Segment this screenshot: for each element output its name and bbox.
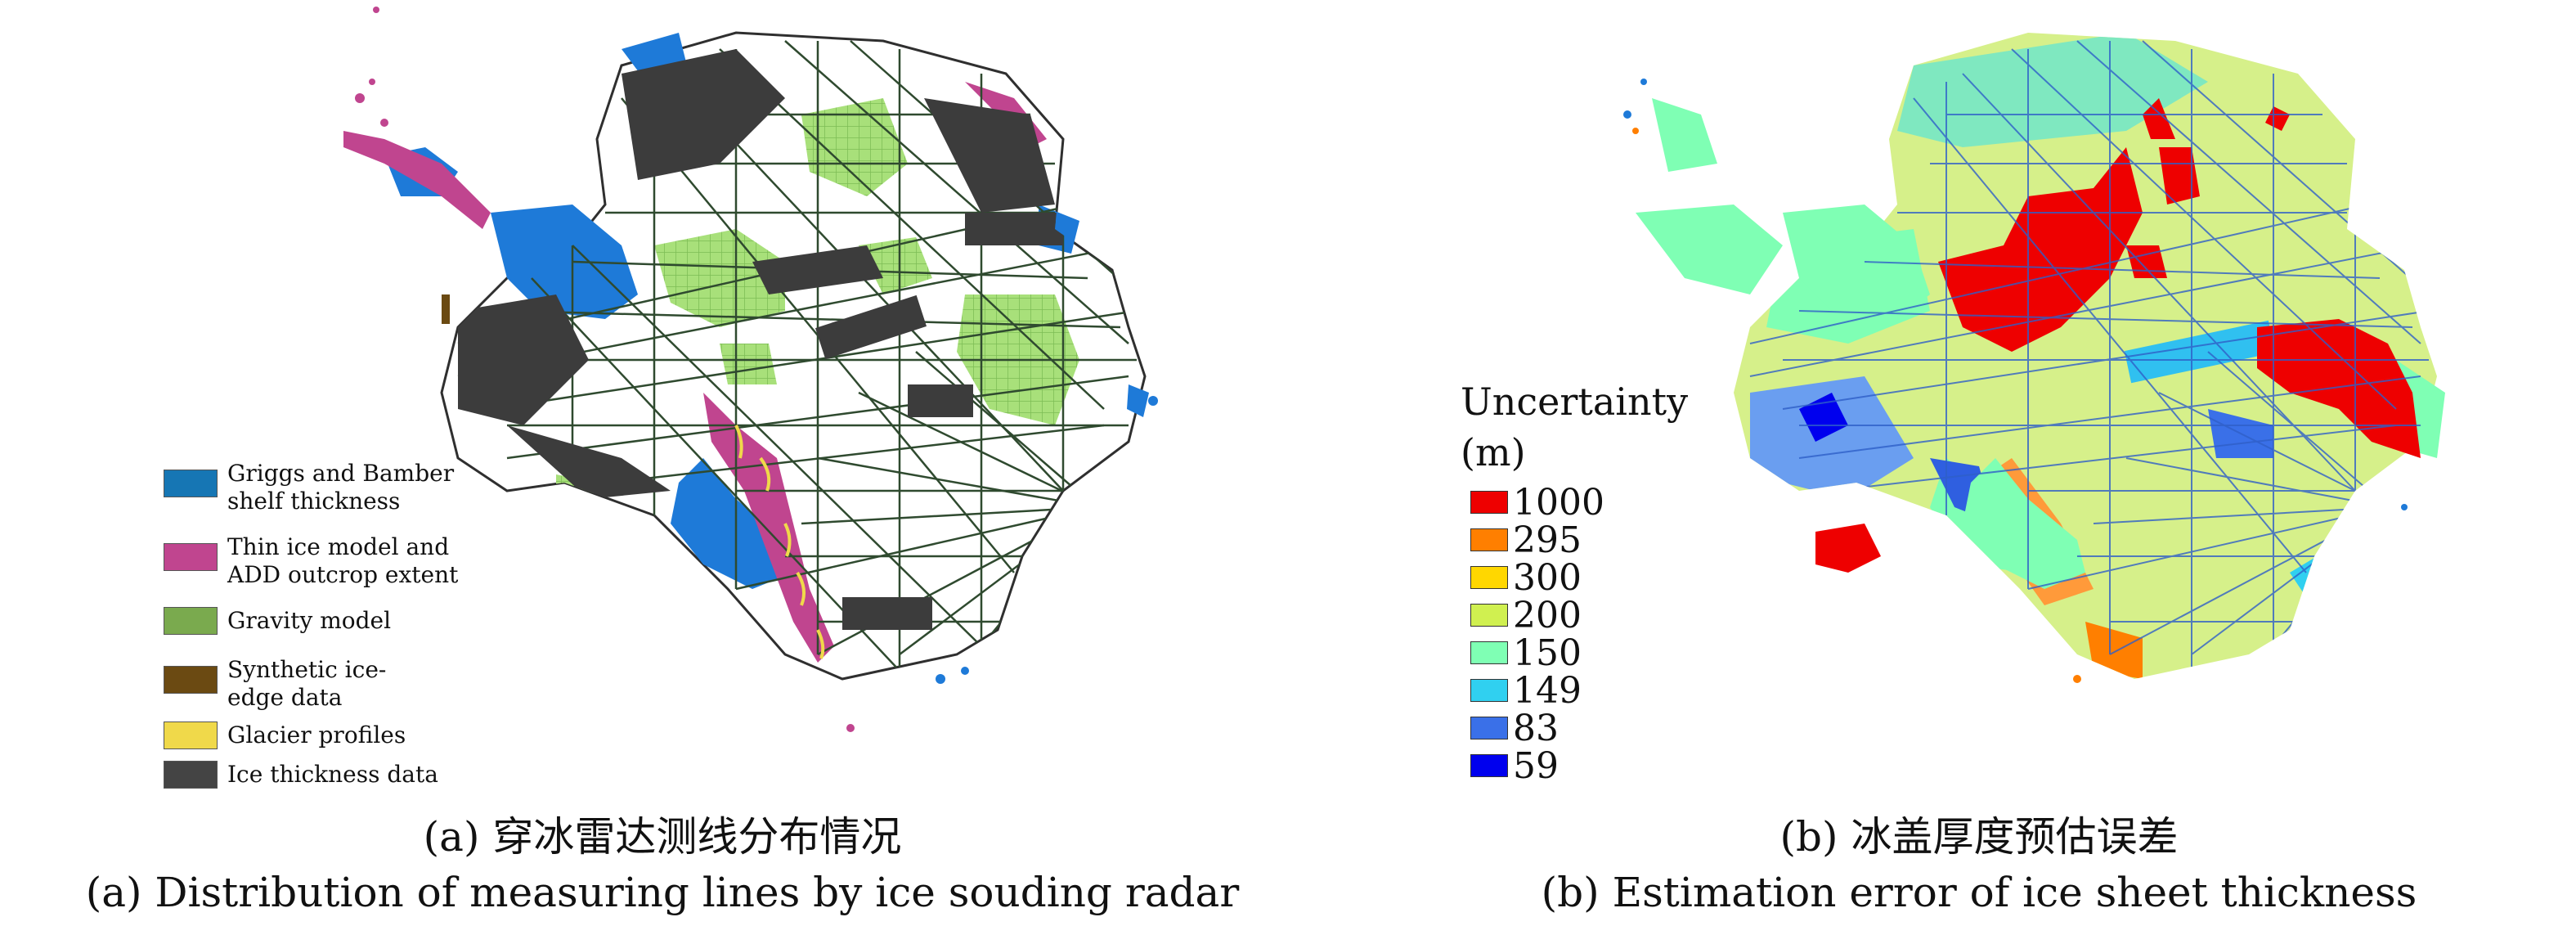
legend-b-label: 200	[1513, 595, 1582, 636]
ross-shelf-b	[1783, 205, 1930, 319]
legend-a-label: Thin ice model and ADD outcrop extent	[227, 533, 459, 588]
legend-b-label: 83	[1513, 708, 1559, 749]
legend-b-item: 150	[1470, 635, 1683, 672]
ice-thickness-blocks-a	[458, 49, 1063, 630]
magenta-coast-a1	[343, 131, 491, 229]
island-specks-orange-b	[1632, 128, 2081, 683]
legend-b-item: 149	[1470, 672, 1683, 710]
brown-swatch	[164, 666, 218, 694]
green-swatch	[164, 607, 218, 635]
coast-shelf-b1	[1636, 205, 1783, 294]
legend-b-label: 295	[1513, 519, 1582, 561]
dark-gray-swatch	[164, 761, 218, 789]
cyan-swatch	[1470, 679, 1508, 702]
legend-b-label: 59	[1513, 745, 1559, 787]
yellow-swatch	[164, 721, 218, 749]
yellow-green-swatch	[1470, 604, 1508, 627]
ronne-shelf-a	[671, 458, 793, 589]
high-uncertainty-b	[1815, 98, 2421, 573]
legend-b-label: 1000	[1513, 482, 1604, 524]
island-specks-blue-a	[936, 396, 1158, 684]
caption-a-english: (a) Distribution of measuring lines by i…	[85, 869, 1240, 916]
red-swatch	[1470, 491, 1508, 514]
legend-b-item: 295	[1470, 522, 1683, 560]
coast-shelf-a4	[1127, 384, 1149, 417]
caption-b-chinese: (b) 冰盖厚度预估误差	[1779, 813, 2179, 861]
ronne-shelf-b	[1963, 458, 2085, 589]
blue-swatch	[1470, 717, 1508, 739]
legend-a-item-gravity: Gravity model	[164, 607, 540, 666]
legend-a-item-synthetic: Synthetic ice- edge data	[164, 656, 540, 715]
legend-a-label: Synthetic ice- edge data	[227, 656, 387, 711]
orange-swatch	[1470, 528, 1508, 551]
legend-a-label: Ice thickness data	[227, 761, 438, 788]
island-specks-a	[355, 7, 855, 732]
synthetic-edge-speck-a	[442, 294, 450, 324]
island-specks-b	[1623, 79, 2408, 510]
yellow-swatch	[1470, 566, 1508, 589]
legend-b-title: Uncertainty (m)	[1461, 380, 1689, 474]
coast-shelf-b2	[1652, 98, 1717, 172]
legend-b-item: 200	[1470, 597, 1683, 635]
glacier-profiles-a	[734, 425, 825, 659]
legend-b-label: 300	[1513, 557, 1582, 599]
caption-b-english: (b) Estimation error of ice sheet thickn…	[1541, 869, 2417, 916]
legend-b: Uncertainty (m) 1000 295 300 200 150 149…	[1461, 376, 1706, 802]
legend-b-label: 150	[1513, 632, 1582, 674]
legend-a-item-ice-thickness: Ice thickness data	[164, 761, 540, 820]
mint-swatch	[1470, 641, 1508, 664]
deep-blue-swatch	[1470, 754, 1508, 777]
caption-a-chinese: (a) 穿冰雷达测线分布情况	[423, 813, 902, 861]
legend-b-item: 1000	[1470, 484, 1683, 522]
legend-b-item: 83	[1470, 710, 1683, 748]
legend-a: Griggs and Bamber shelf thickness Thin i…	[164, 460, 540, 803]
legend-b-label: 149	[1513, 670, 1582, 712]
legend-a-item-glacier: Glacier profiles	[164, 721, 540, 780]
legend-b-item: 300	[1470, 560, 1683, 597]
legend-a-item-griggs: Griggs and Bamber shelf thickness	[164, 460, 540, 519]
legend-a-label: Gravity model	[227, 607, 392, 634]
legend-a-label: Griggs and Bamber shelf thickness	[227, 460, 455, 515]
ross-shelf-a	[491, 205, 638, 319]
legend-a-label: Glacier profiles	[227, 721, 406, 748]
blue-swatch	[164, 470, 218, 497]
magenta-swatch	[164, 543, 218, 571]
legend-b-item: 59	[1470, 748, 1683, 785]
legend-a-item-thin-ice: Thin ice model and ADD outcrop extent	[164, 533, 540, 592]
